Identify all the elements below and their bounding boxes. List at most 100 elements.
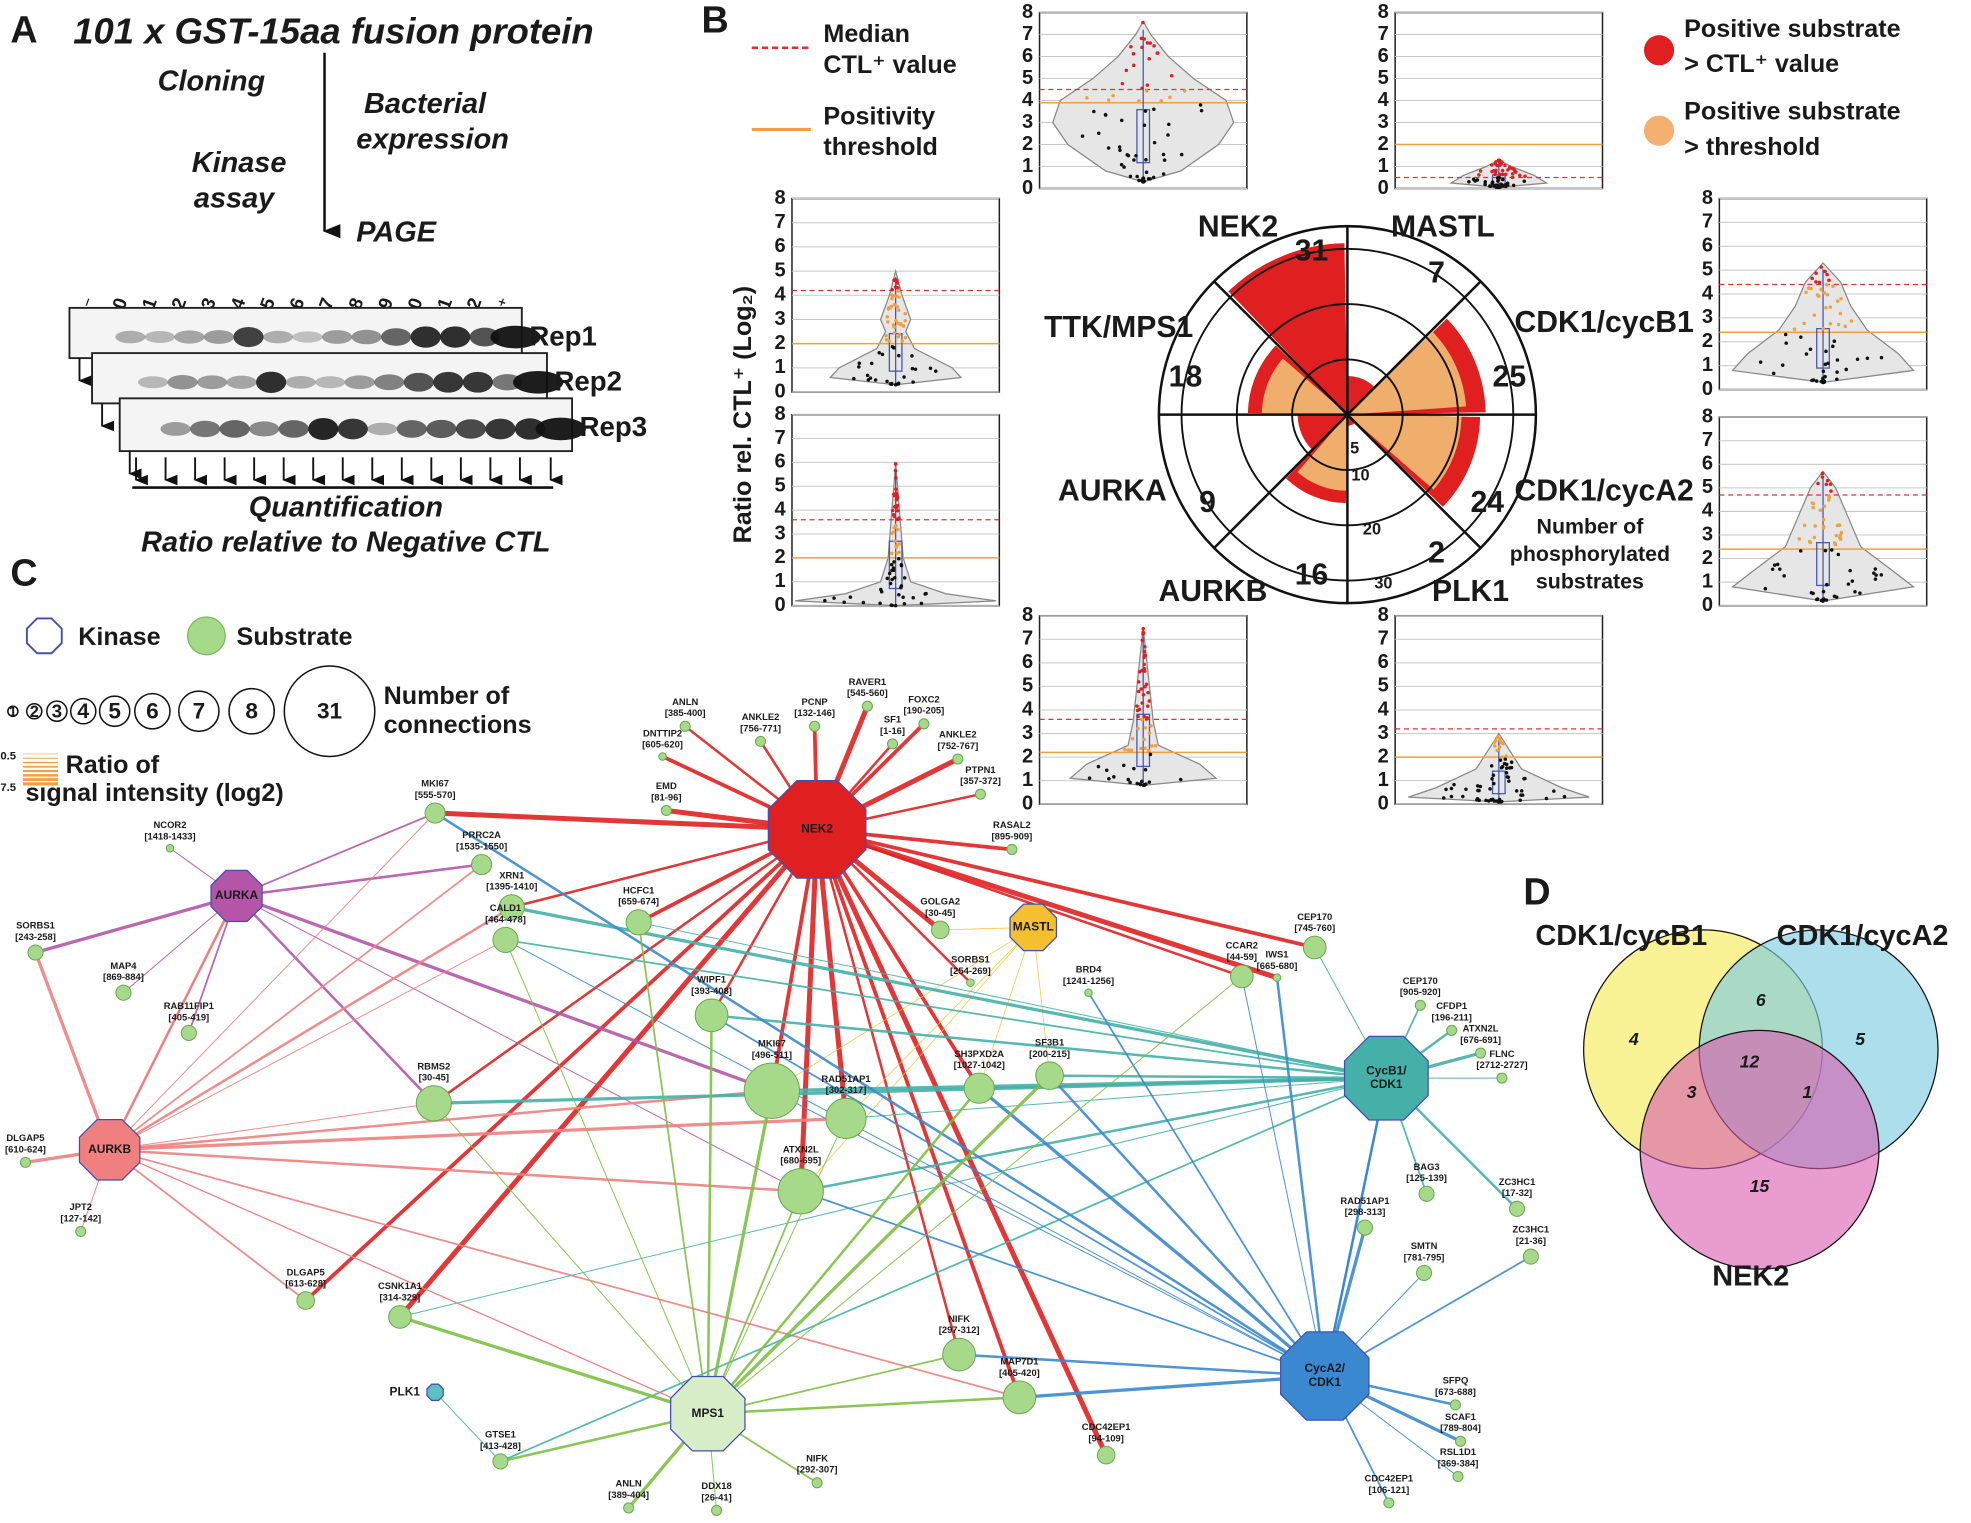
edge — [638, 921, 1387, 1079]
substrate-node — [930, 920, 950, 940]
y-tick-label: 1 — [1022, 769, 1033, 791]
dot — [1080, 134, 1085, 138]
dot — [1821, 326, 1826, 331]
radial-bar-inner — [1297, 414, 1348, 491]
dot — [1855, 357, 1860, 362]
edge — [1032, 927, 1050, 1076]
step-text: Ratio relative to Negative CTL — [141, 527, 550, 559]
dot — [1874, 573, 1878, 577]
step-text: expression — [356, 123, 509, 155]
band — [514, 418, 546, 440]
y-tick-label: 7 — [1022, 628, 1033, 650]
dot — [1498, 739, 1503, 743]
dot — [1135, 704, 1139, 708]
dot — [1152, 140, 1157, 145]
dot — [1501, 741, 1505, 746]
dot — [1802, 523, 1807, 528]
kinase-label: MASTL — [1013, 920, 1054, 934]
dot — [1144, 170, 1149, 175]
dot — [1142, 662, 1146, 667]
dot — [1461, 794, 1465, 799]
dot — [1488, 184, 1493, 189]
substrate-node — [1302, 935, 1327, 960]
dot — [1817, 280, 1822, 285]
substrate-site: [94-109] — [1088, 1432, 1124, 1443]
dot — [878, 601, 882, 606]
band — [344, 375, 375, 390]
panel-b: B Median CTL⁺ value Positivity threshold… — [702, 0, 1928, 815]
panel-c: C Kinase Substrate Number of connections… — [0, 551, 1549, 1516]
edge — [798, 829, 820, 1192]
dot — [1182, 89, 1187, 93]
panel-d: D CDK1/cycB1 CDK1/cycA2 NEK2 4 6 5 3 12 … — [1523, 871, 1948, 1293]
substrate-name: SH3PXD2A — [954, 1048, 1004, 1059]
dot — [891, 513, 896, 517]
dot — [1828, 482, 1833, 487]
edge — [771, 927, 1034, 1092]
y-tick-label: 1 — [775, 356, 786, 378]
y-tick-label: 1 — [1702, 354, 1713, 376]
dot — [869, 361, 874, 366]
edge — [959, 1353, 1325, 1378]
step-text: Kinase — [192, 147, 287, 179]
dot — [1500, 183, 1504, 188]
substrate-name: PTPN1 — [965, 764, 995, 775]
dot — [857, 365, 861, 369]
dot — [928, 366, 933, 371]
dot — [1145, 41, 1150, 45]
dot — [910, 366, 915, 371]
edge — [500, 1077, 1387, 1463]
legend-text: Positivity — [823, 103, 935, 131]
dot — [1824, 598, 1829, 602]
substrate-site: [30-45] — [925, 907, 955, 918]
y-tick-label: 7 — [775, 211, 786, 233]
y-tick-label: 3 — [1702, 523, 1713, 545]
legend-dot — [1643, 115, 1675, 146]
y-tick-label: 5 — [1378, 675, 1389, 697]
dot — [1096, 764, 1101, 769]
edge — [707, 1396, 1020, 1415]
legend-text: Kinase — [78, 623, 160, 651]
substrate-site: [302-317] — [826, 1084, 867, 1095]
edge — [304, 827, 819, 1302]
kinase-count: 7 — [1428, 257, 1445, 290]
dot — [1148, 177, 1152, 181]
edge — [511, 905, 1387, 1080]
substrate-site: [1-16] — [880, 725, 905, 736]
dot — [1498, 172, 1502, 177]
substrate-site: [393-408] — [691, 985, 732, 996]
dot — [1478, 169, 1483, 173]
dot — [1508, 766, 1512, 770]
dot — [1523, 174, 1527, 179]
dot — [1837, 523, 1842, 527]
substrate-name: NCOR2 — [153, 819, 186, 830]
y-tick-label: 5 — [775, 475, 786, 497]
edge — [815, 828, 981, 1090]
dot — [1112, 775, 1116, 779]
dot — [1104, 768, 1109, 772]
y-tick-label: 6 — [1022, 45, 1033, 67]
y-tick-label: 6 — [1022, 651, 1033, 673]
y-tick-label: 4 — [775, 284, 787, 306]
dot — [1798, 549, 1803, 553]
dot — [1444, 787, 1448, 792]
dot — [1829, 489, 1833, 493]
substrate-name: SF3B1 — [1035, 1036, 1064, 1047]
dot — [895, 508, 900, 513]
dot — [1168, 95, 1172, 100]
dot — [1823, 269, 1827, 274]
edge — [109, 939, 506, 1151]
substrate-name: WIPF1 — [697, 974, 726, 985]
substrate-site: [297-312] — [939, 1324, 980, 1335]
dot — [1503, 172, 1508, 176]
edge — [816, 826, 1278, 981]
dot — [1159, 98, 1164, 103]
y-tick-label: 6 — [1702, 235, 1713, 257]
dot — [1136, 726, 1140, 731]
dot — [1141, 20, 1145, 25]
dot — [1784, 341, 1788, 345]
dot — [1488, 787, 1492, 791]
band — [513, 370, 564, 394]
dot — [1838, 311, 1843, 316]
